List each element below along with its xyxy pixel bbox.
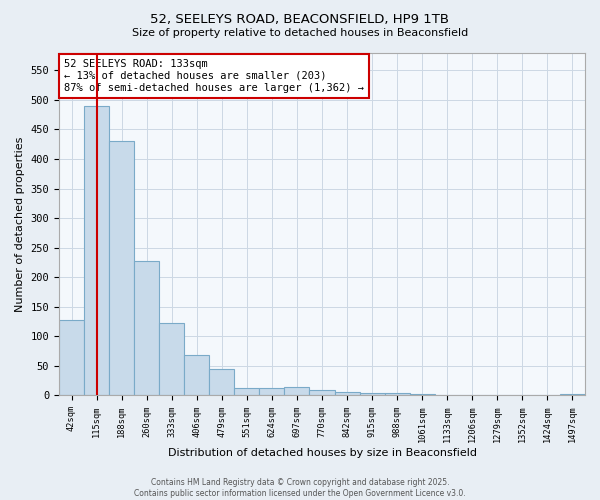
Bar [284,386,310,396]
Bar [184,356,209,396]
Bar [59,320,84,396]
Bar [460,395,485,396]
Bar [485,395,510,396]
Bar [310,390,335,396]
Bar [259,388,284,396]
Bar [410,394,435,396]
Bar [560,394,585,396]
Bar [209,369,235,396]
Bar [510,395,535,396]
Bar [109,141,134,396]
Y-axis label: Number of detached properties: Number of detached properties [15,136,25,312]
Bar [84,106,109,396]
Bar [385,393,410,396]
Bar [359,393,385,396]
Text: 52, SEELEYS ROAD, BEACONSFIELD, HP9 1TB: 52, SEELEYS ROAD, BEACONSFIELD, HP9 1TB [151,12,449,26]
Bar [435,395,460,396]
X-axis label: Distribution of detached houses by size in Beaconsfield: Distribution of detached houses by size … [167,448,476,458]
Text: Contains HM Land Registry data © Crown copyright and database right 2025.
Contai: Contains HM Land Registry data © Crown c… [134,478,466,498]
Text: Size of property relative to detached houses in Beaconsfield: Size of property relative to detached ho… [132,28,468,38]
Bar [235,388,259,396]
Text: 52 SEELEYS ROAD: 133sqm
← 13% of detached houses are smaller (203)
87% of semi-d: 52 SEELEYS ROAD: 133sqm ← 13% of detache… [64,60,364,92]
Bar [159,324,184,396]
Bar [134,260,159,396]
Bar [335,392,359,396]
